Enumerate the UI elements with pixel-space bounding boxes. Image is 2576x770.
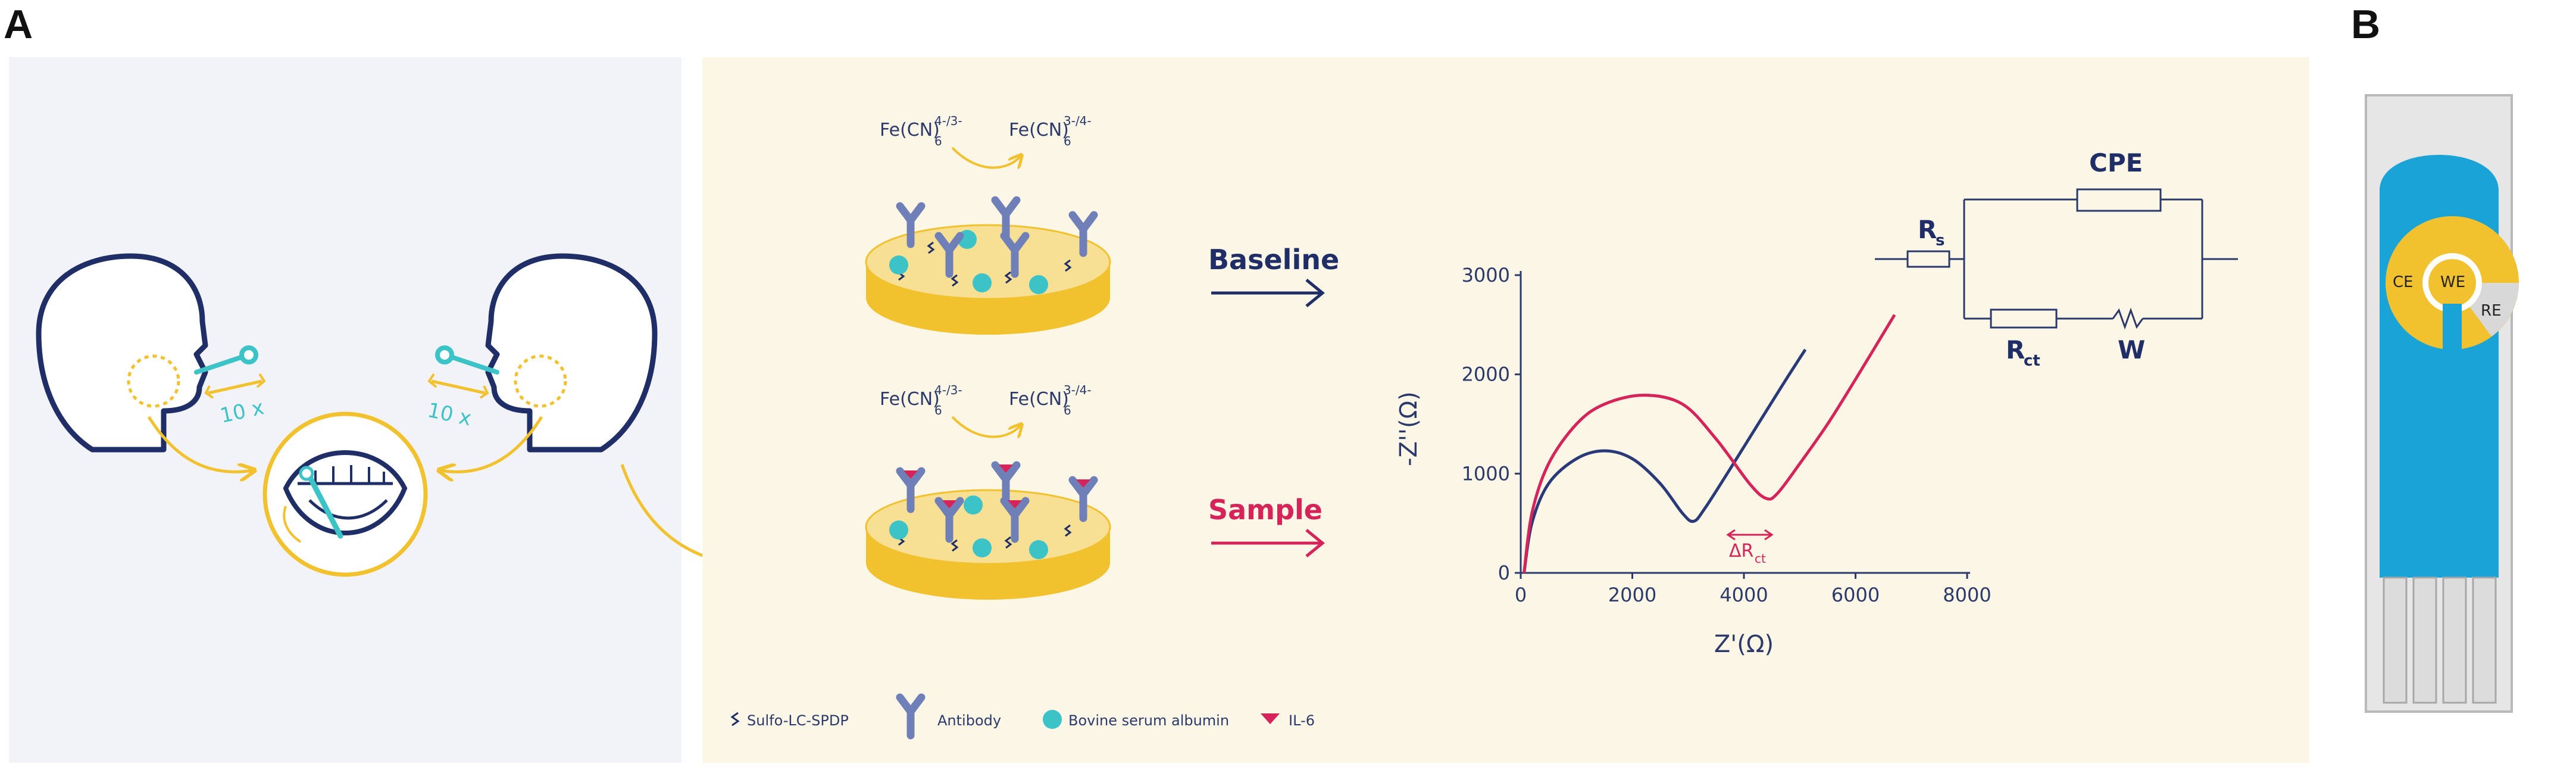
sample-impedance-curve (1523, 314, 1896, 573)
x-tick-label: 4000 (1720, 584, 1768, 606)
baseline-arrow (1211, 279, 1325, 307)
left-cheek-swab-area (127, 354, 180, 408)
cpe-label: CPE (2089, 148, 2143, 177)
x-axis-title: Z'(Ω) (1714, 631, 1774, 658)
working-electrode (2428, 259, 2476, 307)
left-to-mouth-arrow (147, 416, 253, 472)
baseline-label: Baseline (1208, 244, 1339, 276)
sample-electrode (865, 465, 1111, 600)
right-swab-icon (435, 345, 499, 375)
rs-sub: s (1936, 232, 1944, 250)
rct-label: R (2006, 335, 2025, 364)
assay-panel-background (702, 57, 2309, 763)
svg-text:Fe(CN): Fe(CN) (880, 120, 940, 141)
x-tick-label: 6000 (1831, 584, 1880, 606)
equivalent-circuit (1875, 188, 2238, 330)
left-swab-icon (194, 345, 258, 375)
legend-bsa-label: Bovine serum albumin (1068, 712, 1229, 729)
strip-contact-3 (2442, 576, 2467, 704)
legend-bsa-icon (1043, 710, 1062, 729)
y-tick-label: 1000 (1462, 462, 1510, 485)
redox-left-sub-2: 6 (934, 403, 942, 417)
legend-antibody-label: Antibody (937, 712, 1001, 729)
ce-label: CE (2393, 273, 2414, 291)
redox-label-top: Fe(CN) 6 4-/3- Fe(CN) 6 3-/4- (880, 114, 1092, 168)
we-label: WE (2440, 273, 2465, 291)
delta-rct-annotation: ΔR ct (1726, 529, 1774, 566)
redox-left-sup-2: 4-/3- (934, 383, 962, 397)
baseline-electrode (865, 200, 1111, 335)
redox-left-sub: 6 (934, 134, 942, 148)
test-strip: CE WE RE (2365, 94, 2519, 713)
panel-label-a: A (4, 2, 33, 47)
redox-right-sub: 6 (1064, 134, 1071, 148)
re-label: RE (2481, 302, 2502, 320)
right-to-mouth-arrow (440, 416, 543, 472)
redox-left-formula: Fe(CN) (880, 120, 940, 141)
warburg-label: W (2118, 335, 2145, 364)
redox-right-sub-2: 6 (1064, 403, 1071, 417)
y-tick-label: 0 (1498, 562, 1510, 584)
baseline-impedance-curve (1523, 348, 1807, 573)
mouth-swab-illustration (262, 412, 428, 577)
redox-right-formula-2: Fe(CN) (1009, 389, 1069, 410)
delta-rct-sub: ct (1755, 551, 1766, 566)
x-tick-label: 0 (1515, 584, 1527, 606)
redox-left-sup: 4-/3- (934, 114, 962, 128)
sample-label: Sample (1208, 494, 1323, 526)
y-axis-title: -Z''(Ω) (1395, 391, 1423, 466)
strip-contact-4 (2472, 576, 2497, 704)
legend: Sulfo-LC-SPDP Antibody Bovine serum albu… (730, 697, 1315, 735)
circuit-labels: R s CPE R ct W (1918, 148, 2145, 370)
rs-label: R (1918, 215, 1937, 244)
rct-sub: ct (2024, 352, 2040, 370)
strip-contact-1 (2383, 576, 2408, 704)
legend-il6-icon (1261, 713, 1280, 724)
sample-arrow (1211, 529, 1325, 557)
strip-contact-2 (2412, 576, 2437, 704)
y-tick-label: 3000 (1462, 264, 1510, 286)
redox-right-formula: Fe(CN) (1009, 120, 1069, 141)
redox-right-sup-2: 3-/4- (1064, 383, 1092, 397)
panel-label-b: B (2351, 2, 2380, 47)
delta-rct-label: ΔR (1729, 541, 1753, 562)
redox-label-bottom: Fe(CN) 6 4-/3- Fe(CN) 6 3-/4- (880, 383, 1092, 437)
right-cheek-swab-area (514, 354, 567, 408)
legend-linker-label: Sulfo-LC-SPDP (747, 712, 849, 729)
right-head-outline (485, 253, 658, 453)
legend-il6-label: IL-6 (1289, 712, 1315, 729)
left-head-outline (36, 253, 208, 453)
x-tick-label: 8000 (1943, 584, 1991, 606)
x-tick-label: 2000 (1608, 584, 1656, 606)
y-tick-label: 2000 (1462, 363, 1510, 386)
redox-left-formula-2: Fe(CN) (880, 389, 940, 410)
legend-linker-icon (730, 712, 740, 727)
redox-right-sup: 3-/4- (1064, 114, 1092, 128)
